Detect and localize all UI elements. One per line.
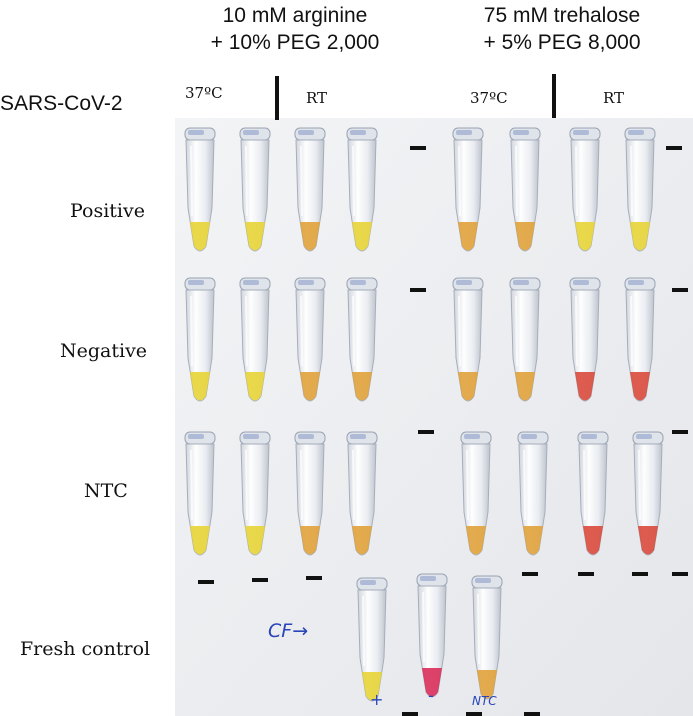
position-mark-9 [306,576,322,580]
tube-row2-6 [509,277,541,402]
tube-fresh-negative [416,573,448,698]
group-left-line2: + 10% PEG 2,000 [210,31,380,54]
position-mark-16 [524,712,540,716]
virus-label: SARS-CoV-2 [0,92,123,115]
divider-left [275,76,279,120]
row-label-positive: Positive [70,200,145,222]
tube-row2-7 [569,277,601,402]
tube-row2-5 [452,277,484,402]
tube-row1-7 [569,127,601,252]
group-right-title: 75 mM trehalose + 5% PEG 8,000 [452,2,672,56]
tube-row1-8 [624,127,656,252]
position-mark-5 [418,430,434,434]
tube-row1-6 [509,127,541,252]
temp-left-37: 37ºC [185,84,223,102]
handwritten-ntc: NTC [472,694,497,708]
position-mark-15 [466,712,482,716]
group-left-title: 10 mM arginine + 10% PEG 2,000 [185,2,405,56]
tube-row1-5 [452,127,484,252]
position-mark-10 [522,572,538,576]
tube-row1-3 [294,127,326,252]
group-left-line1: 10 mM arginine [222,4,368,27]
tube-row3-1 [184,431,216,556]
position-mark-8 [252,578,268,582]
row-label-negative: Negative [60,340,148,362]
position-mark-13 [672,572,688,576]
row-label-fresh-control: Fresh control [20,638,151,660]
tube-row2-1 [184,277,216,402]
group-right-line1: 75 mM trehalose [483,4,641,27]
tube-row3-5 [460,431,492,556]
position-mark-2 [666,146,682,150]
tube-fresh-positive [356,577,388,702]
temp-left-rt: RT [306,89,328,107]
position-mark-4 [672,288,688,292]
position-mark-7 [198,580,214,584]
position-mark-11 [578,572,594,576]
tube-row1-2 [239,127,271,252]
handwritten-plus: + [370,690,384,709]
position-mark-1 [410,146,426,150]
tube-rack-photo [175,118,693,716]
handwritten-minus: - [428,686,434,705]
handwritten-cf: CF→ [268,620,309,642]
position-mark-3 [410,288,426,292]
tube-row3-7 [577,431,609,556]
position-mark-6 [672,430,688,434]
tube-row3-6 [517,431,549,556]
tube-row1-4 [346,127,378,252]
divider-right [552,74,556,118]
tube-row2-3 [294,277,326,402]
tube-row3-3 [294,431,326,556]
position-mark-12 [632,572,648,576]
temp-right-37: 37ºC [470,89,508,107]
row-label-ntc: NTC [84,480,128,502]
tube-row2-8 [624,277,656,402]
tube-fresh-ntc [471,575,503,700]
tube-row2-4 [346,277,378,402]
temp-right-rt: RT [603,89,625,107]
tube-row3-8 [632,431,664,556]
tube-row3-2 [239,431,271,556]
tube-row2-2 [239,277,271,402]
position-mark-14 [402,712,418,716]
group-right-line2: + 5% PEG 8,000 [483,31,641,54]
tube-row3-4 [346,431,378,556]
tube-row1-1 [184,127,216,252]
